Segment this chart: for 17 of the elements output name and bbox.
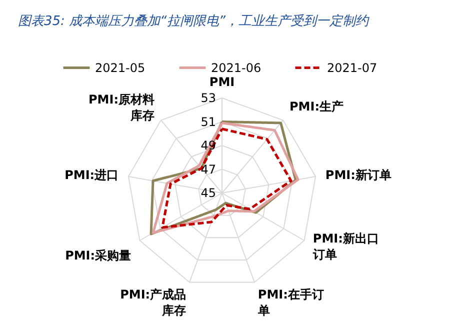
spoke-label: PMI:在手订单 <box>256 288 324 318</box>
legend-label: 2021-07 <box>327 60 378 75</box>
legend-label: 2021-05 <box>95 60 146 75</box>
spoke-label: PMI:采购量 <box>65 248 132 262</box>
y-tick-label: 47 <box>200 162 216 176</box>
spoke-label: PMI:新出口订单 <box>312 232 379 262</box>
spoke-label: PMI:新订单 <box>325 168 392 182</box>
y-tick-label: 45 <box>200 186 216 200</box>
y-tick-label: 53 <box>200 91 216 105</box>
legend-label: 2021-06 <box>211 60 262 75</box>
y-tick-label: 51 <box>200 114 216 129</box>
chart-title: 图表35: 成本端压力叠加“拉闸限电”，工业生产受到一定制约 <box>18 14 370 29</box>
spoke-label: PMI:生产 <box>289 100 344 114</box>
spoke-label: PMI:产成品库存 <box>120 288 186 318</box>
spoke-label: PMI:原材料库存 <box>88 92 155 123</box>
spoke-label: PMI:进口 <box>64 168 119 182</box>
spoke-label: PMI <box>209 75 235 89</box>
